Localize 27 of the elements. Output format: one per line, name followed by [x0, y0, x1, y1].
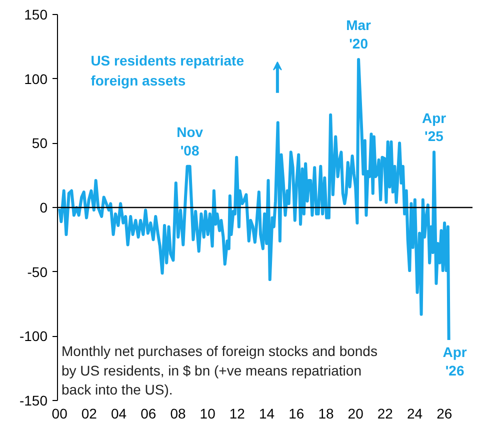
y-tick-label: -150 [19, 392, 48, 408]
x-tick-label: 08 [170, 406, 186, 422]
x-tick-label: 10 [200, 406, 216, 422]
x-tick-label: 26 [436, 406, 452, 422]
y-tick-label: 150 [24, 6, 48, 22]
x-tick-label: 20 [348, 406, 364, 422]
x-tick-label: 16 [288, 406, 304, 422]
y-tick-label: 50 [32, 135, 48, 152]
x-tick-label: 00 [52, 406, 68, 422]
y-tick-label: 100 [24, 70, 48, 87]
annotation: Monthly net purchases of foreign stocks and bonds by US residents, in $ bn (+ve means repatriation back into the US). [62, 343, 378, 398]
annotation: US residents repatriate foreign assets [90, 52, 244, 88]
annotation: Apr '26 [442, 344, 468, 378]
y-tick-label: 0 [40, 200, 48, 216]
x-tick-label: 22 [377, 406, 394, 422]
x-tick-label: 12 [229, 406, 246, 422]
x-tick-label: 24 [406, 406, 423, 422]
annotation: Nov '08 [176, 124, 204, 158]
y-tick-label: -50 [27, 264, 48, 280]
x-tick-label: 04 [110, 406, 127, 422]
annotation: Apr '25 [422, 110, 447, 144]
annotation: Mar '20 [346, 17, 372, 52]
x-tick-label: 06 [140, 406, 156, 422]
x-tick-label: 14 [258, 406, 275, 422]
x-tick-label: 02 [81, 406, 98, 422]
x-tick-label: 18 [318, 406, 334, 422]
y-tick-label: -100 [19, 328, 48, 344]
